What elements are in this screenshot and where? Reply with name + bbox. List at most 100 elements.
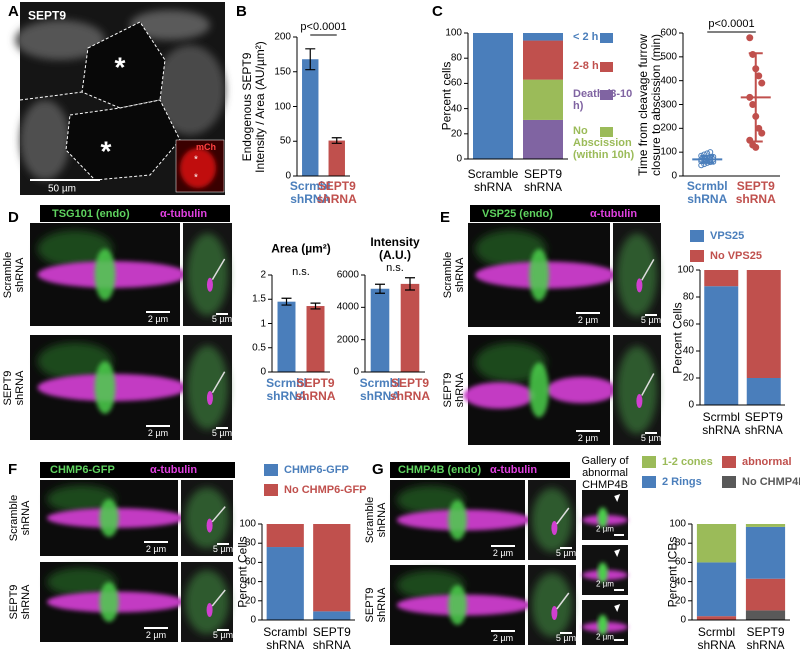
midbody: [636, 394, 643, 408]
y-tick-label: 40: [682, 345, 694, 357]
y-tick-label: 80: [674, 537, 686, 549]
legend-swatch: [264, 484, 278, 496]
cell: [186, 345, 229, 430]
error-bar: [310, 302, 321, 310]
legend-swatch: [642, 456, 656, 468]
midbody: [206, 277, 213, 292]
data-point: [707, 149, 714, 156]
chart-title: Area (µm²): [271, 241, 331, 256]
legend-label: VPS25: [710, 229, 745, 242]
stain-label: CHMP4B (endo): [398, 463, 482, 476]
micrograph-small: [613, 223, 661, 327]
x-tick-label: SEPT9 shRNA: [389, 375, 430, 403]
data-point: [701, 151, 708, 158]
row-label: SEPT9 shRNA: [363, 587, 388, 623]
annotation: n.s.: [386, 261, 404, 274]
bar: [277, 301, 296, 372]
y-tick-label: 80: [244, 537, 256, 549]
micrograph: [468, 223, 618, 327]
x-tick-label: SEPT9 shRNA: [312, 624, 351, 652]
annotation: n.s.: [292, 265, 310, 278]
bar: [400, 283, 420, 372]
marker: [529, 249, 549, 301]
y-tick-label: 100: [274, 101, 291, 112]
marker: [94, 361, 116, 414]
y-tick-label: 0: [680, 614, 686, 626]
legend-swatch: [600, 90, 613, 100]
data-point: [746, 34, 754, 42]
y-tick-label: 60: [450, 77, 462, 89]
legend-label: abnormal: [742, 455, 792, 468]
bar: [302, 59, 319, 176]
legend-swatch: [722, 456, 736, 468]
y-tick-label: 200: [660, 122, 677, 134]
green-haze: [396, 570, 465, 600]
marker: [94, 248, 116, 301]
bar: [370, 288, 390, 372]
bar-segment: [745, 610, 786, 620]
cell: [616, 233, 658, 317]
y-tick-label: 100: [669, 518, 686, 530]
panel-letter: F: [8, 460, 18, 478]
marker: [597, 614, 608, 635]
x-tick-label: Scrmbl shRNA: [702, 409, 741, 437]
marker: [448, 500, 467, 540]
x-tick-label: Scrmbl shRNA: [697, 624, 736, 652]
marker: *: [194, 154, 198, 166]
label-strip: [40, 205, 230, 222]
y-tick-label: 6000: [336, 269, 359, 281]
y-axis-label: Percent ICBs: [665, 536, 680, 608]
micrograph-small: [181, 562, 233, 642]
x-tick-label: Scrmbl shRNA: [359, 375, 401, 403]
y-axis-label: Endogenous SEPT9 Intensity / Area (AU/µm…: [239, 40, 267, 173]
bar: [306, 306, 325, 372]
row-label: SEPT9 shRNA: [1, 370, 26, 405]
stain-label: CHMP6-GFP: [50, 463, 115, 476]
x-tick-label: Scrambl shRNA: [263, 624, 308, 652]
channel-label: SEPT9: [28, 8, 67, 23]
bar-segment: [523, 79, 563, 120]
micrograph: [390, 565, 532, 645]
data-point: [758, 129, 766, 137]
x-tick-label: Scrmbl shRNA: [266, 375, 307, 403]
y-tick-label: 0: [250, 614, 256, 626]
y-tick-label: 80: [682, 291, 694, 303]
panel-letter: B: [236, 2, 247, 20]
bar-segment: [266, 524, 304, 548]
arrow: [556, 592, 570, 610]
cell: [531, 488, 573, 552]
cell: [531, 573, 573, 637]
x-tick-label: Scrmbl shRNA: [686, 178, 728, 206]
y-axis-label: Percent Cells: [235, 536, 250, 608]
scale-label: 2 µm: [147, 314, 169, 325]
legend-swatch: [690, 250, 704, 262]
bar-segment: [523, 33, 563, 41]
y-tick-label: 100: [239, 518, 256, 530]
x-tick-label: Scrmbl shRNA: [289, 178, 331, 206]
marker: [597, 562, 608, 583]
x-tick-label: SEPT9 shRNA: [744, 409, 783, 437]
panel-letter: C: [432, 2, 443, 20]
bar-segment: [745, 578, 786, 611]
y-tick-label: 60: [674, 556, 686, 568]
micrograph-small: [181, 480, 233, 556]
y-tick-label: 60: [244, 556, 256, 568]
y-tick-label: 100: [660, 146, 677, 158]
scale-label: 5 µm: [211, 314, 233, 325]
y-tick-label: 0: [353, 366, 359, 378]
error-bar: [281, 297, 292, 306]
scale-label: 50 µm: [48, 183, 76, 195]
y-tick-label: 0: [671, 170, 677, 182]
arrow: [641, 373, 655, 396]
scale-label: 2 µm: [145, 630, 167, 641]
green-haze: [46, 567, 116, 597]
y-tick-label: 2: [260, 269, 266, 281]
y-tick-label: 1.5: [252, 293, 266, 305]
micrograph-small: [183, 223, 232, 326]
panel-letter: D: [8, 208, 19, 226]
y-tick-label: 400: [660, 75, 677, 87]
legend-label: 1-2 cones: [662, 455, 713, 468]
panel-letter: E: [440, 208, 451, 226]
bar-segment: [696, 616, 737, 620]
